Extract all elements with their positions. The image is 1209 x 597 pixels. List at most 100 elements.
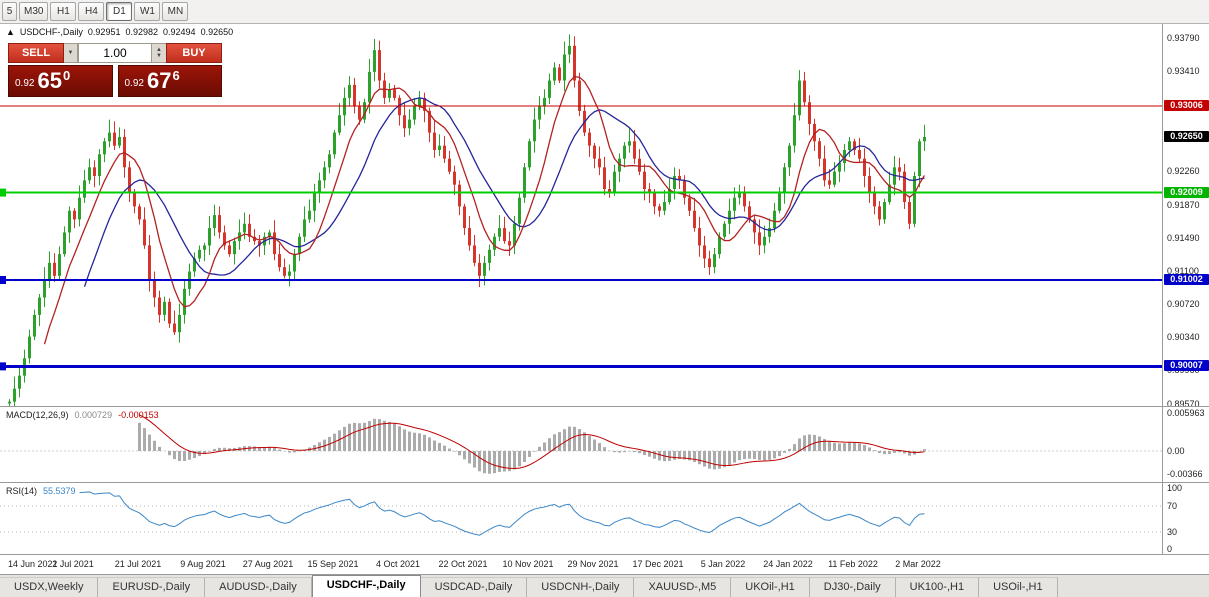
date-label: 21 Jul 2021 [114,559,162,569]
rsi-value: 55.5379 [43,486,76,496]
period-button-MN[interactable]: MN [162,2,189,21]
ask-price-pipette: 6 [172,68,180,83]
low-value: 0.92494 [163,27,196,37]
macd-chart[interactable] [0,407,1162,482]
macd-axis-label: -0.00366 [1167,469,1203,480]
period-button-M30[interactable]: M30 [19,2,49,21]
chart-tab-uk100-h1[interactable]: UK100-,H1 [895,577,980,597]
price-line-tag: 0.92009 [1164,186,1209,198]
period-button-H1[interactable]: H1 [50,2,77,21]
price-axis-label: 0.90720 [1167,299,1200,310]
rsi-axis-label: 0 [1167,544,1173,554]
arrow-down-icon: ▼ [156,53,162,59]
chart-tab-eurusd-daily[interactable]: EURUSD-,Daily [98,577,206,597]
price-axis-label: 0.91870 [1167,199,1200,210]
period-button-5[interactable]: 5 [2,2,17,21]
chart-tab-ukoil-h1[interactable]: UKOil-,H1 [731,577,810,597]
trade-controls-row: SELL ▼ 1.00 ▲ ▼ BUY [8,43,222,63]
date-label: 17 Dec 2021 [632,559,684,569]
rsi-title: RSI(14) [6,486,38,496]
bid-price-big: 65 [37,68,62,93]
chart-tab-usdchf-daily[interactable]: USDCHF-,Daily [311,575,421,597]
bid-price-small: 0.92 [15,78,35,89]
macd-header: MACD(12,26,9) 0.000729 -0.000153 [6,410,159,420]
chart-tab-usdx-weekly[interactable]: USDX,Weekly [0,577,99,597]
ask-price-small: 0.92 [124,78,144,89]
price-line-tag: 0.92650 [1164,130,1209,142]
date-label: 22 Oct 2021 [438,559,488,569]
date-label: 9 Aug 2021 [180,559,226,569]
rsi-axis-label: 70 [1167,501,1178,512]
price-axis-label: 0.92260 [1167,165,1200,176]
price-axis-label: 0.91100 [1167,266,1199,277]
chevron-down-icon: ▼ [67,50,74,56]
chart-tab-usdcad-daily[interactable]: USDCAD-,Daily [420,577,528,597]
macd-axis-label: 0.00 [1167,446,1185,456]
quote-row: 0.92 65 0 0.92 67 6 [8,65,222,97]
arrow-up-icon: ▲ [156,47,162,53]
price-axis-label: 0.91490 [1167,232,1200,243]
price-line-tag: 0.90007 [1164,360,1209,372]
rsi-axis: 100 70 30 0 [1162,483,1209,554]
candlestick-chart[interactable] [0,24,1162,406]
price-axis-label: 0.89570 [1167,399,1200,410]
chart-tab-usoil-h1[interactable]: USOil-,H1 [979,577,1058,597]
price-line-tag: 0.91002 [1164,273,1209,285]
timeframe-toolbar: 5 M30 H1 H4 D1 W1 MN [0,0,1209,24]
bid-price-display: 0.92 65 0 [8,65,113,97]
macd-axis: 0.005963 0.00 -0.00366 [1162,407,1209,482]
date-label: 4 Oct 2021 [375,559,421,569]
chart-tab-audusd-daily[interactable]: AUDUSD-,Daily [205,577,312,597]
volume-input[interactable]: 1.00 [78,43,152,63]
price-axis-label: 0.93790 [1167,33,1200,43]
macd-pane: 0.005963 0.00 -0.00366 MACD(12,26,9) 0.000… [0,406,1209,482]
date-label: 15 Sep 2021 [307,559,359,569]
date-label: 27 Aug 2021 [242,559,294,569]
period-button-D1[interactable]: D1 [106,2,133,21]
macd-main-value: 0.000729 [74,410,113,420]
chart-ohlc-header: ▲ USDCHF-,Daily 0.92951 0.92982 0.92494 … [6,27,233,37]
main-chart-pane: 0.93790 0.93410 0.92260 0.91870 0.91490 0.911… [0,24,1209,410]
rsi-axis-label: 30 [1167,526,1178,537]
ask-price-display: 0.92 67 6 [117,65,222,97]
date-label: 2 Mar 2022 [895,559,941,569]
date-label: 5 Jan 2022 [700,559,746,569]
date-label: 11 Feb 2022 [828,559,878,569]
rsi-pane: 100 70 30 0 RSI(14) 55.5379 [0,482,1209,554]
rsi-axis-label: 100 [1167,483,1183,493]
ask-price-big: 67 [146,68,172,93]
price-axis-label: 0.93410 [1167,65,1200,76]
chart-tab-usdcnh-daily[interactable]: USDCNH-,Daily [527,577,635,597]
period-button-W1[interactable]: W1 [134,2,161,21]
price-axis-label: 0.90340 [1167,332,1200,343]
macd-axis-label: 0.005963 [1167,408,1205,419]
rsi-chart[interactable] [0,483,1162,554]
time-axis: 14 Jun 2021 2 Jul 2021 21 Jul 2021 9 Aug 20… [0,554,1209,574]
rsi-header: RSI(14) 55.5379 [6,486,76,496]
volume-dropdown-button[interactable]: ▼ [64,43,78,63]
macd-signal-value: -0.000153 [118,410,159,420]
chart-tab-dj30-daily[interactable]: DJ30-,Daily [809,577,896,597]
price-axis: 0.93790 0.93410 0.92260 0.91870 0.91490 0.911… [1162,24,1209,410]
macd-title: MACD(12,26,9) [6,410,69,420]
chart-tab-xauusd-m5[interactable]: XAUUSD-,M5 [634,577,732,597]
high-value: 0.92982 [125,27,159,37]
volume-stepper[interactable]: ▲ ▼ [152,43,166,63]
symbol-label: USDCHF-,Daily [19,27,83,37]
date-label: 29 Nov 2021 [567,559,619,569]
price-line-tag: 0.93006 [1164,100,1209,112]
chart-tab-bar: USDX,Weekly EURUSD-,Daily AUDUSD-,Daily USD… [0,574,1209,597]
one-click-trading-panel: SELL ▼ 1.00 ▲ ▼ BUY 0.92 65 0 0.92 67 [8,43,222,97]
date-label: 14 Jun 2021 [8,559,58,569]
sell-button[interactable]: SELL [8,43,64,63]
date-label: 2 Jul 2021 [52,559,94,569]
period-button-H4[interactable]: H4 [78,2,105,21]
bid-price-pipette: 0 [62,68,71,83]
close-value: 0.92650 [200,27,234,37]
collapse-icon[interactable]: ▲ [6,27,15,37]
date-label: 10 Nov 2021 [502,559,554,569]
buy-button[interactable]: BUY [166,43,222,63]
date-label: 24 Jan 2022 [763,559,813,569]
open-value: 0.92951 [87,27,121,37]
